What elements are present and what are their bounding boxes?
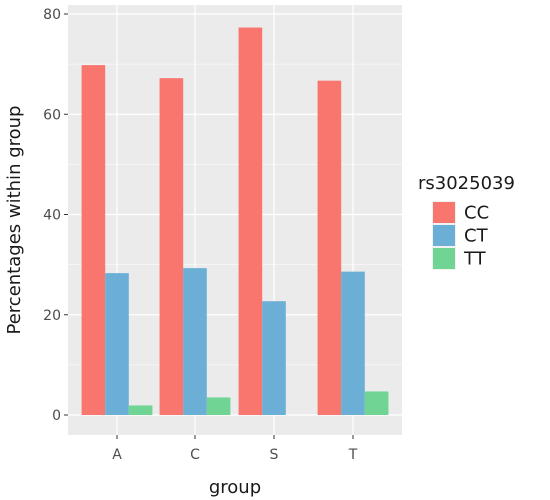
y-tick-label: 80 — [43, 7, 61, 23]
legend-label-TT: TT — [463, 249, 487, 270]
x-tick-label: A — [112, 447, 122, 463]
bar-CT-T — [341, 271, 365, 415]
x-axis-title: group — [209, 477, 261, 498]
legend-label-CT: CT — [464, 226, 489, 247]
bar-CC-T — [317, 80, 342, 415]
bar-CC-C — [159, 78, 184, 415]
y-tick-label: 0 — [52, 408, 61, 424]
y-axis-title: Percentages within group — [4, 106, 25, 335]
legend-key-CT — [433, 225, 455, 246]
bar-TT-T — [364, 391, 389, 415]
x-tick-label: C — [190, 447, 200, 463]
y-tick-label: 20 — [43, 308, 61, 324]
bar-CC-A — [81, 65, 106, 415]
x-tick-label: S — [270, 447, 279, 463]
y-tick-label: 40 — [43, 208, 61, 224]
bar-CC-S — [238, 27, 263, 415]
bars-layer — [81, 27, 389, 415]
y-axis: 0 20 40 60 80 — [43, 7, 68, 424]
bar-CT-A — [105, 273, 129, 415]
x-tick-label: T — [348, 447, 358, 463]
bar-CT-S — [262, 301, 286, 415]
legend-label-CC: CC — [464, 203, 489, 224]
legend-key-TT — [433, 248, 455, 269]
bar-TT-C — [206, 397, 231, 415]
legend-title: rs3025039 — [418, 173, 515, 194]
y-tick-label: 60 — [43, 107, 61, 123]
bar-CT-C — [183, 268, 207, 415]
bar-TT-A — [128, 405, 153, 415]
legend-key-CC — [433, 202, 455, 223]
